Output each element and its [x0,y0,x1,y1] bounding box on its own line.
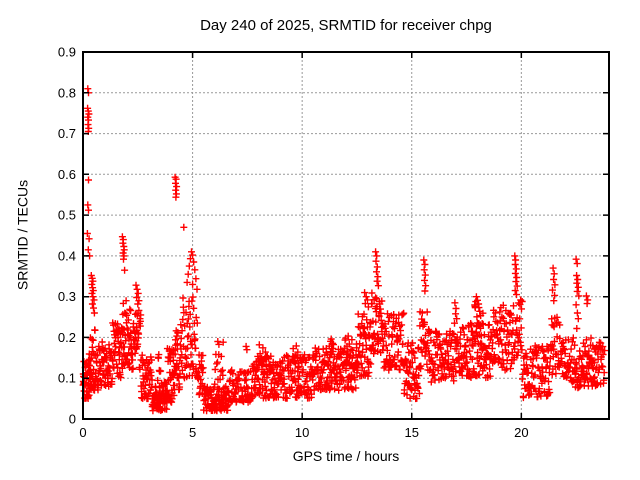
x-tick-label: 5 [189,425,196,440]
data-points-srmtid [79,85,609,415]
x-tick-label: 15 [405,425,419,440]
plot-border [82,51,610,420]
y-tick-label: 0.2 [58,330,76,345]
x-tick-label: 10 [295,425,309,440]
x-tick-labels: 0 5 10 15 20 [79,425,528,440]
y-tick-label: 0 [69,412,76,427]
y-tick-label: 0.4 [58,248,76,263]
y-tick-label: 0.5 [58,208,76,223]
y-tick-label: 0.3 [58,289,76,304]
y-tick-labels: 0 0.1 0.2 0.3 0.4 0.5 0.6 0.7 0.8 0.9 [58,45,76,427]
y-tick-label: 0.1 [58,371,76,386]
y-tick-label: 0.9 [58,45,76,60]
x-axis-label: GPS time / hours [292,448,400,464]
y-tick-label: 0.7 [58,126,76,141]
chart-title: Day 240 of 2025, SRMTID for receiver chp… [200,17,492,34]
y-tick-label: 0.6 [58,167,76,182]
y-tick-label: 0.8 [58,85,76,100]
x-tick-label: 0 [79,425,86,440]
x-tick-label: 20 [514,425,528,440]
